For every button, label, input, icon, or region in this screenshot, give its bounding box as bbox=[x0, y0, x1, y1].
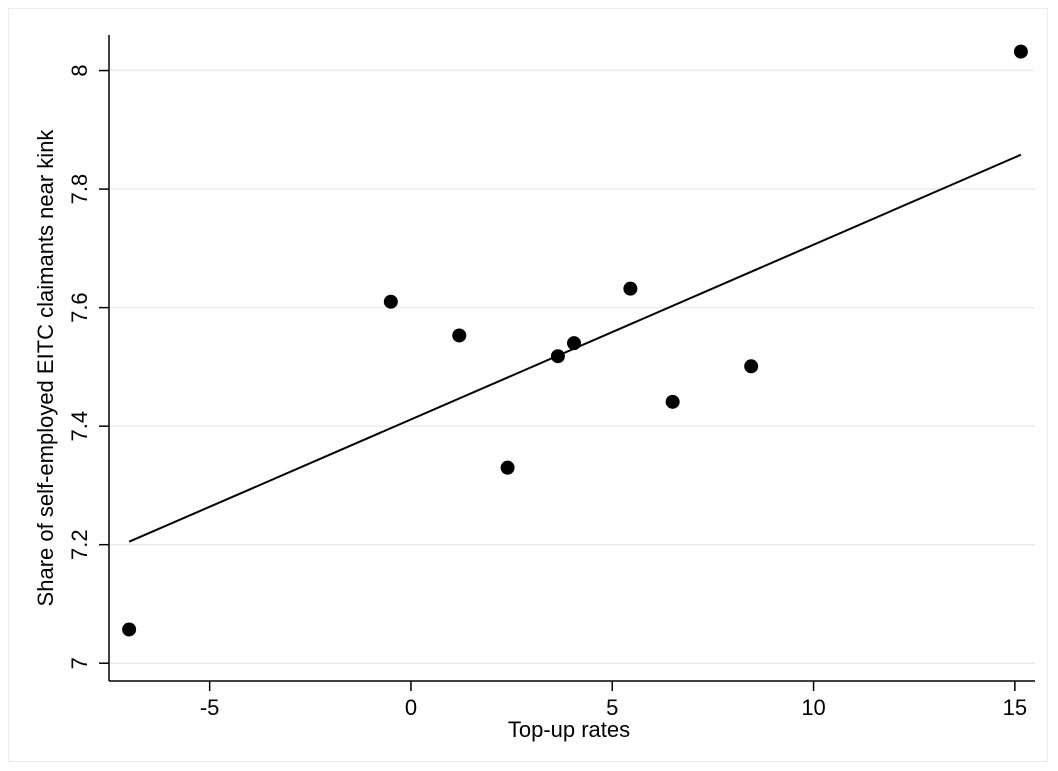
y-tick-label: 7.2 bbox=[67, 529, 92, 560]
y-tick-label: 8 bbox=[67, 64, 92, 76]
data-point bbox=[383, 294, 398, 309]
y-tick-label: 7.4 bbox=[67, 411, 92, 442]
y-tick-label: 7.6 bbox=[67, 292, 92, 323]
y-tick-label: 7 bbox=[67, 657, 92, 669]
data-point bbox=[500, 460, 515, 475]
y-axis-title: Share of self-employed EITC claimants ne… bbox=[33, 129, 58, 607]
x-tick-label: 15 bbox=[1003, 695, 1027, 720]
data-point bbox=[1013, 44, 1028, 59]
data-point bbox=[665, 394, 680, 409]
x-axis-title: Top-up rates bbox=[508, 717, 630, 742]
data-point bbox=[744, 359, 759, 374]
x-tick-label: 0 bbox=[405, 695, 417, 720]
data-point bbox=[567, 336, 582, 351]
data-point bbox=[623, 281, 638, 296]
data-point bbox=[550, 349, 565, 364]
data-point bbox=[452, 328, 467, 343]
data-point bbox=[122, 622, 137, 637]
y-tick-label: 7.8 bbox=[67, 174, 92, 205]
x-tick-label: 10 bbox=[801, 695, 825, 720]
x-tick-label: -5 bbox=[200, 695, 220, 720]
x-tick-label: 5 bbox=[606, 695, 618, 720]
